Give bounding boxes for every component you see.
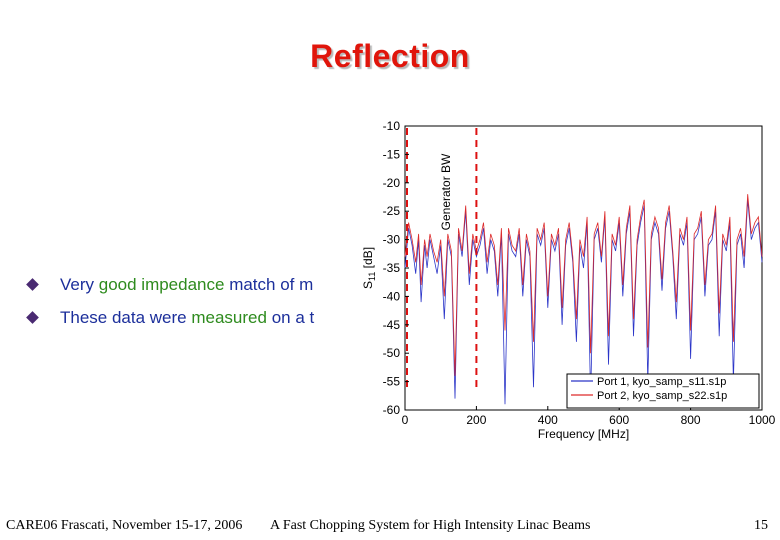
y-axis-label-main: S [361,281,375,289]
y-tick-label: -25 [383,204,401,218]
y-axis-label: S11 [dB] [361,247,377,289]
legend-label-1: Port 1, kyo_samp_s11.s1p [597,376,726,388]
y-tick-label: -35 [383,261,401,275]
bullet-list: Very good impedance match of m These data… [24,268,314,334]
x-tick-label: 200 [466,413,486,427]
reflection-chart: -10 -15 -20 -25 -30 -35 -40 -45 -50 -55 -60 0 200 400… [350,104,780,452]
bullet-item: Very good impedance match of m [24,268,314,301]
x-tick-label: 0 [402,413,409,427]
y-tick-label: -60 [383,403,401,417]
y-tick-label: -10 [383,119,401,133]
bullet-item: These data were measured on a t [24,301,314,334]
y-tick-label: -15 [383,147,401,161]
bullet-diamond-icon [26,311,39,324]
x-tick-label: 800 [681,413,701,427]
y-tick-label: -45 [383,318,401,332]
chart-svg: -10 -15 -20 -25 -30 -35 -40 -45 -50 -55 -600 200 400… [361,119,776,441]
footer-talk-title: A Fast Chopping System for High Intensit… [270,518,591,533]
bullet-diamond-icon [26,278,39,291]
footer-conference: CARE06 Frascati, November 15-17, 2006 [6,518,243,533]
x-tick-label: 1000 [749,413,776,427]
x-axis-label: Frequency [MHz] [538,427,629,441]
series-line-2 [404,194,763,376]
y-tick-label: -40 [383,289,401,303]
y-tick-label: -55 [383,375,401,389]
generator-bw-annotation: Generator BW [439,153,453,230]
bullet-text: match of m [224,275,314,294]
y-axis-label-unit: [dB] [361,247,375,272]
bullet-text: Very [60,275,99,294]
y-tick-label: -50 [383,346,401,360]
bullet-text: These data were [60,308,192,327]
legend-box [566,373,760,409]
bullet-text: measured [191,308,267,327]
x-tick-label: 400 [538,413,558,427]
bullet-text: good impedance [98,275,225,294]
y-tick-label: -20 [383,176,401,190]
bullet-text: on a t [266,308,315,327]
slide-title: Reflection [310,38,470,74]
x-tick-label: 600 [609,413,629,427]
legend-label-2: Port 2, kyo_samp_s22.s1p [597,390,727,402]
footer-page-number: 15 [754,518,768,533]
y-tick-label: -30 [383,233,401,247]
y-axis-label-sub: 11 [367,272,377,281]
